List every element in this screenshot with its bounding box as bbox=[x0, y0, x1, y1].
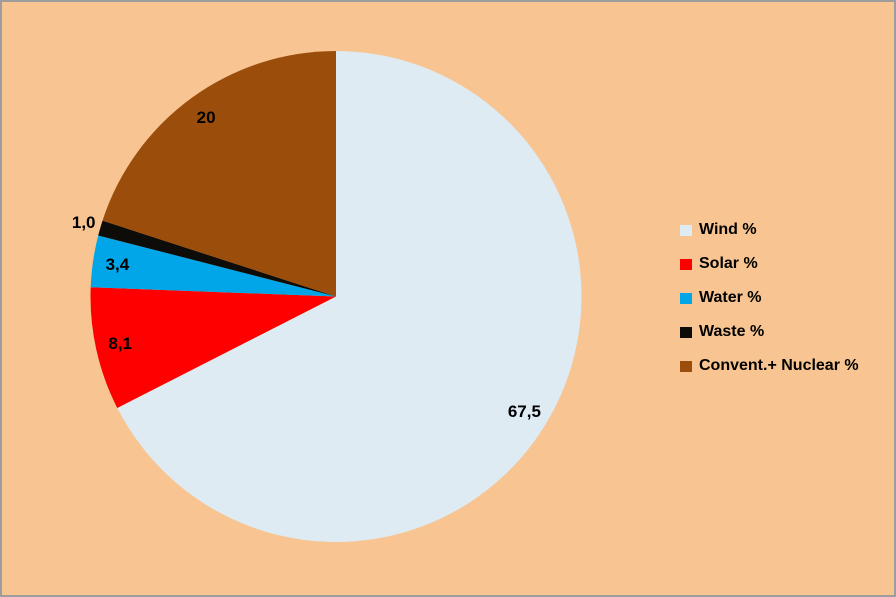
legend-item-waste: Waste % bbox=[680, 315, 859, 349]
legend-label-water: Water % bbox=[699, 289, 762, 306]
legend-item-solar: Solar % bbox=[680, 247, 859, 281]
legend: Wind % Solar % Water % Waste % Convent.+… bbox=[680, 213, 859, 383]
convent-nuclear-swatch bbox=[680, 360, 692, 372]
water-swatch bbox=[680, 292, 692, 304]
pie-slice-wind bbox=[117, 51, 582, 542]
legend-item-wind: Wind % bbox=[680, 213, 859, 247]
pie-slice-water bbox=[90, 235, 336, 297]
waste-swatch bbox=[680, 326, 692, 338]
solar-swatch bbox=[680, 258, 692, 270]
legend-label-waste: Waste % bbox=[699, 323, 765, 340]
pie-slice-solar bbox=[90, 287, 337, 408]
legend-label-wind: Wind % bbox=[699, 221, 757, 238]
legend-item-water: Water % bbox=[680, 281, 859, 315]
pie-slice-waste bbox=[98, 220, 337, 297]
pie-slice-convent-nuclear bbox=[102, 51, 337, 297]
legend-item-convent-nuclear: Convent.+ Nuclear % bbox=[680, 349, 859, 383]
legend-label-convent-nuclear: Convent.+ Nuclear % bbox=[699, 357, 859, 374]
legend-label-solar: Solar % bbox=[699, 255, 758, 272]
wind-swatch bbox=[680, 224, 692, 236]
